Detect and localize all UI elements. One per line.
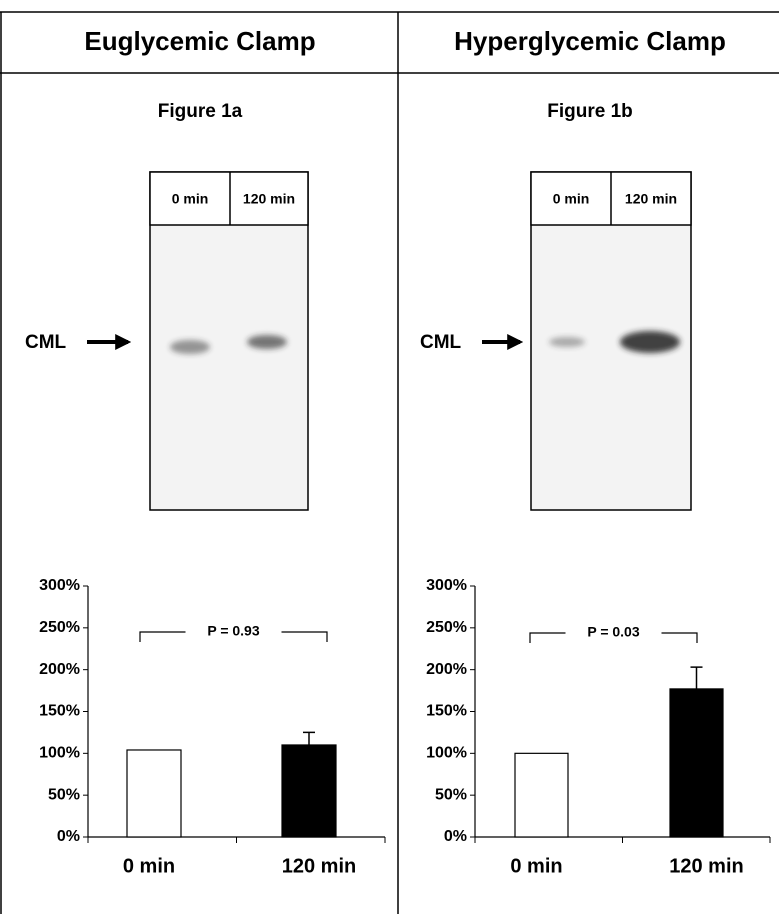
y-tick-label: 250% [39, 619, 80, 636]
y-tick-label: 300% [426, 577, 467, 594]
bar [127, 750, 181, 837]
blot-lane-label: 0 min [553, 191, 590, 207]
figure: Euglycemic Clamp Figure 1a 0 min 120 min CML… [0, 0, 779, 914]
blot-lane-label: 120 min [243, 191, 295, 207]
x-tick-label: 120 min [669, 855, 743, 877]
y-tick-label: 200% [426, 661, 467, 678]
blot-lane-label: 0 min [172, 191, 209, 207]
y-tick-label: 300% [39, 577, 80, 594]
p-value-annotation: P = 0.03 [587, 624, 640, 640]
y-tick-label: 0% [444, 828, 467, 845]
y-tick-label: 150% [426, 703, 467, 720]
blot-lane-label: 120 min [625, 191, 677, 207]
x-tick-label: 0 min [123, 855, 175, 877]
blot-marker-label: CML [420, 332, 462, 353]
blot-band [549, 337, 585, 347]
y-tick-label: 150% [39, 703, 80, 720]
error-bar [303, 732, 315, 745]
p-value-annotation: P = 0.93 [207, 623, 260, 639]
y-tick-label: 100% [426, 745, 467, 762]
figure-label: Figure 1a [158, 101, 243, 122]
y-tick-label: 0% [57, 828, 80, 845]
x-tick-label: 0 min [510, 855, 562, 877]
y-tick-label: 50% [435, 786, 467, 803]
blot-band [620, 331, 680, 353]
figure-label: Figure 1b [547, 101, 633, 122]
y-tick-label: 200% [39, 661, 80, 678]
y-tick-label: 250% [426, 619, 467, 636]
error-bar [691, 667, 703, 689]
bar [282, 745, 336, 837]
bar [670, 689, 723, 837]
panel-header: Euglycemic Clamp [84, 26, 315, 56]
blot-marker-label: CML [25, 332, 67, 353]
bar [515, 753, 568, 837]
y-tick-label: 50% [48, 786, 80, 803]
blot-band [247, 335, 287, 349]
panel-header: Hyperglycemic Clamp [454, 26, 726, 56]
y-tick-label: 100% [39, 745, 80, 762]
blot-band [170, 340, 210, 354]
x-tick-label: 120 min [282, 855, 356, 877]
